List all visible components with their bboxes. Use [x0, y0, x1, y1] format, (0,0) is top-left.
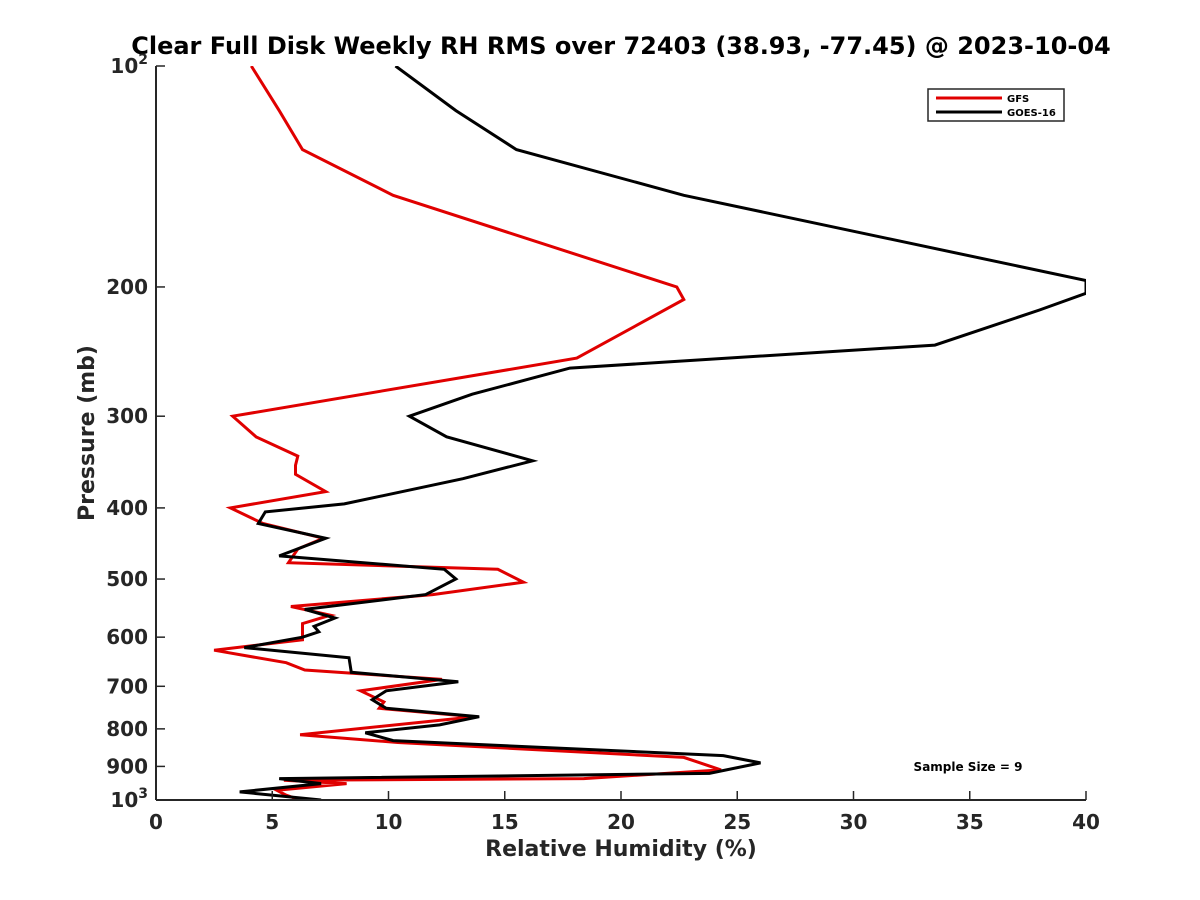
y-tick-label: 400: [106, 496, 148, 520]
x-tick-label: 10: [375, 810, 403, 834]
x-tick-label: 20: [607, 810, 635, 834]
y-ticks: 102 200 300 400 500 600 700 800 900 103: [106, 52, 165, 812]
x-tick-label: 25: [723, 810, 751, 834]
x-tick-label: 15: [491, 810, 519, 834]
y-tick-label: 103: [110, 786, 148, 812]
x-tick-label: 0: [149, 810, 163, 834]
legend-label: GFS: [1007, 94, 1029, 105]
sample-size-annotation: Sample Size = 9: [914, 760, 1023, 774]
legend-label: GOES-16: [1007, 108, 1056, 119]
x-tick-label: 35: [956, 810, 984, 834]
series-line-goes-16: [239, 66, 1086, 800]
y-tick-label: 300: [106, 404, 148, 428]
chart-title: Clear Full Disk Weekly RH RMS over 72403…: [131, 32, 1111, 60]
legend: GFS GOES-16: [927, 88, 1065, 122]
y-tick-label: 102: [110, 52, 148, 78]
x-tick-label: 5: [265, 810, 279, 834]
x-axis-label: Relative Humidity (%): [485, 837, 757, 862]
legend-box: [927, 88, 1065, 122]
x-tick-label: 40: [1072, 810, 1100, 834]
y-tick-label: 600: [106, 625, 148, 649]
x-tick-label: 30: [840, 810, 868, 834]
y-tick-label: 800: [106, 717, 148, 741]
y-axis-label: Pressure (mb): [75, 345, 100, 521]
plot-lines: [213, 66, 1086, 800]
y-tick-label: 500: [106, 567, 148, 591]
y-tick-label: 700: [106, 674, 148, 698]
y-tick-label: 900: [106, 754, 148, 778]
x-ticks: 0 5 10 15 20 25 30 35 40: [149, 791, 1100, 834]
y-tick-label: 200: [106, 275, 148, 299]
